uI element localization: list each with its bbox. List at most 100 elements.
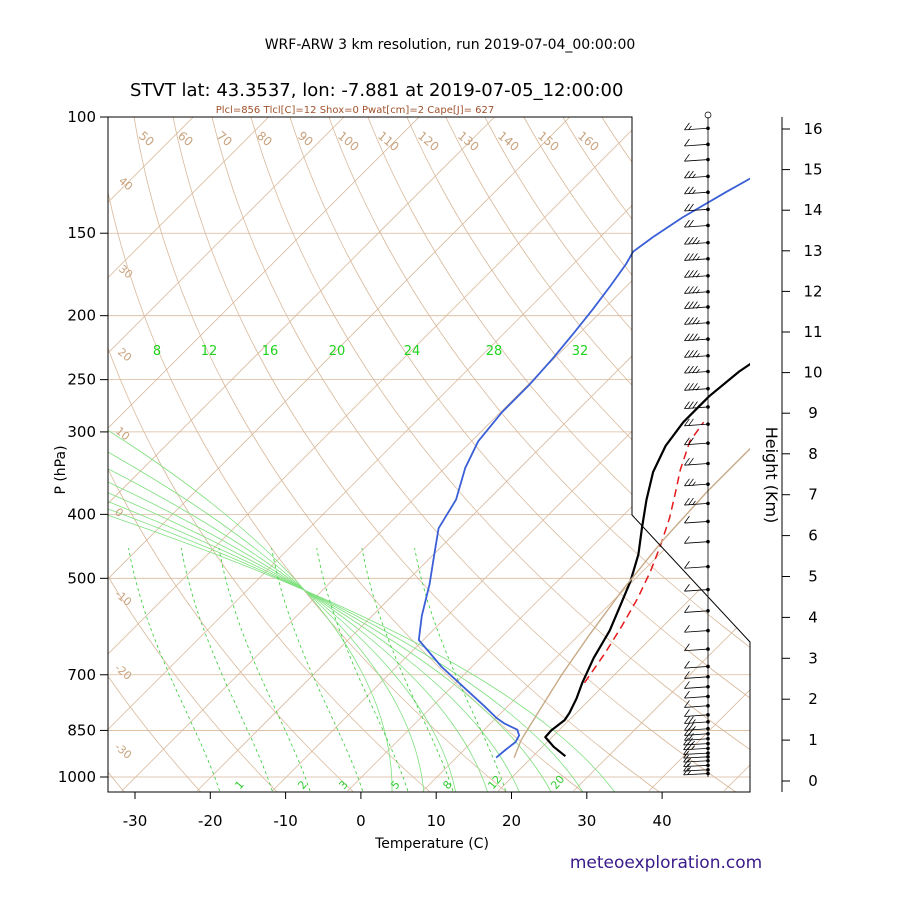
dry-adiabat-label: 150 (535, 129, 562, 154)
moist-adiabat-line (108, 353, 393, 792)
height-tick-label: 15 (803, 161, 822, 179)
wind-barb-half-feather (692, 481, 696, 487)
wind-barb-feather (683, 759, 689, 767)
x-tick-label: 30 (577, 812, 596, 830)
wind-barb-shaft (684, 566, 709, 569)
wind-barb-feather (684, 203, 690, 212)
x-tick-label: -30 (123, 812, 148, 830)
wind-barb-feather (692, 350, 698, 358)
wind-barb-feather (684, 333, 690, 341)
moist-adiabat-label: 32 (572, 344, 589, 359)
moist-adiabat-label: 8 (153, 344, 161, 359)
wind-barb-shaft (684, 143, 709, 147)
wind-barb-shaft (684, 676, 709, 679)
wind-barb-half-feather (692, 500, 696, 506)
mixing-ratio-label: 12 (485, 773, 504, 792)
isotherm-line (108, 117, 420, 792)
wind-barb-feather (684, 671, 690, 679)
wind-barb-shaft (684, 648, 709, 652)
wind-barb-feather (688, 350, 694, 358)
wind-barb (684, 478, 710, 487)
wind-barb (684, 186, 710, 195)
wind-barb-feather (684, 383, 690, 391)
y-tick-label: 400 (67, 505, 96, 523)
wind-barb (683, 754, 710, 763)
dry-adiabat-line (327, 117, 750, 792)
wind-barb-feather (688, 418, 694, 427)
mixing-ratio-label: 5 (388, 778, 402, 792)
height-tick-label: 4 (808, 608, 818, 626)
wind-barb (684, 497, 710, 506)
wind-barb-feather (683, 737, 689, 746)
wind-barb-feather (688, 301, 694, 309)
wind-barb-feather (684, 418, 690, 427)
wind-barb-half-feather (696, 368, 700, 374)
dry-adiabat-line (108, 117, 278, 792)
chart-title: STVT lat: 43.3537, lon: -7.881 at 2019-0… (130, 80, 623, 101)
wind-barb-feather (684, 138, 690, 147)
wind-barb (684, 138, 710, 147)
dry-adiabat-label: 110 (375, 129, 402, 154)
wind-barb-half-feather (696, 256, 700, 261)
x-axis-label: Temperature (C) (374, 836, 489, 852)
height-axis-label: Height (Km) (762, 427, 781, 524)
wind-barb (684, 301, 710, 309)
moist-adiabat-label: 24 (404, 344, 421, 359)
wind-barb-feather (684, 270, 690, 278)
wind-barb-feather (684, 643, 690, 651)
dry-adiabat-line (833, 114, 900, 792)
wind-barb-shaft (683, 756, 709, 759)
isotherm-label: 30 (116, 262, 135, 281)
wind-barb-shaft (684, 541, 709, 544)
wind-barb-feather (684, 515, 690, 524)
y-axis-label: P (hPa) (53, 445, 69, 494)
wind-barb-feather (687, 742, 693, 750)
wind-barb (684, 219, 710, 228)
sounding-series (417, 177, 750, 759)
isotherm-line (108, 117, 721, 792)
wind-barb-shaft (684, 423, 709, 427)
wind-barb-shaft (683, 752, 709, 755)
isotherm-line (108, 117, 571, 792)
moist-adiabat-line (108, 353, 552, 792)
dewpoint-line (417, 177, 750, 759)
wind-barb-feather (684, 153, 690, 162)
wind-barb (684, 237, 710, 245)
wind-barb (684, 457, 710, 466)
wind-barb-half-feather (692, 173, 696, 179)
moist-adiabat-line (108, 353, 488, 792)
wind-barb-feather (683, 767, 689, 776)
y-tick-label: 700 (67, 666, 96, 684)
wind-barb (684, 716, 710, 724)
wind-barb (683, 763, 710, 772)
wind-barb (684, 561, 710, 569)
wind-barb-feather (684, 365, 690, 374)
wind-barb (684, 690, 710, 699)
isotherm-label: -10 (112, 587, 134, 609)
temperature-line (544, 362, 750, 758)
watermark: meteoexploration.com (570, 853, 762, 873)
wind-barb (684, 536, 710, 544)
dry-adiabat-line (108, 117, 431, 792)
wind-barb (684, 253, 710, 261)
wind-barb (683, 767, 710, 776)
wind-barb-feather (684, 624, 690, 633)
moist-adiabat-label: 16 (262, 344, 279, 359)
y-tick-label: 150 (67, 224, 96, 242)
wind-barb-feather (692, 253, 698, 261)
wind-barb-feather (688, 457, 694, 466)
wind-barb-feather (684, 317, 690, 325)
dry-adiabat-line (133, 117, 584, 792)
wind-barb-shaft (683, 773, 709, 776)
wind-barb-feather (684, 536, 690, 544)
wind-barb-feather (684, 219, 690, 228)
mixing-ratio-line (271, 548, 364, 792)
isotherm-line (497, 117, 750, 792)
y-tick-label: 850 (67, 721, 96, 739)
chart-subtitle: Plcl=856 Tlcl[C]=12 Shox=0 Pwat[cm]=2 Ca… (216, 105, 495, 116)
isotherm-line (573, 117, 750, 792)
isotherm-line (108, 117, 269, 792)
wind-barb (684, 350, 710, 358)
plot-frame (107, 116, 751, 793)
wind-barb (684, 286, 710, 294)
